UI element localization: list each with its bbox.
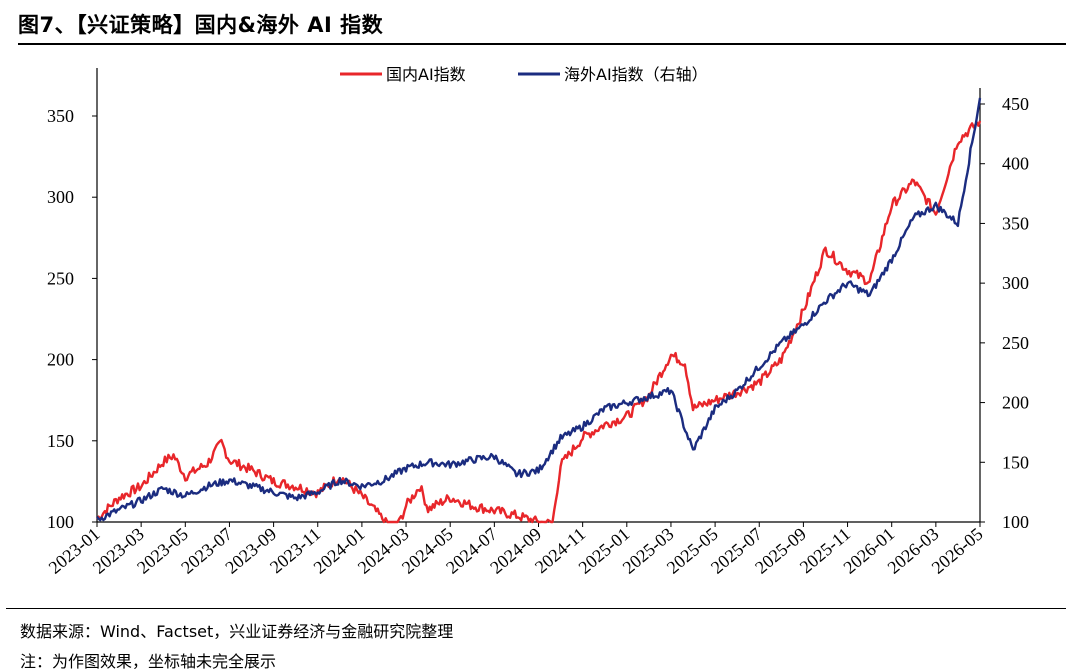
right-tick-label: 450 [1002, 94, 1029, 114]
title-rule [18, 43, 1066, 45]
footer-rule [6, 608, 1066, 609]
series-line-overseas-ai [96, 97, 982, 522]
left-tick-label: 150 [47, 431, 74, 451]
right-tick-label: 400 [1002, 154, 1029, 174]
legend-label-domestic-ai: 国内AI指数 [386, 65, 466, 84]
chart-title: 图7、【兴证策略】国内&海外 AI 指数 [18, 13, 384, 37]
line-chart: 100 150 200 250 300 350 100 150 200 250 300 350 400 4… [45, 65, 1029, 578]
right-tick-label: 350 [1002, 213, 1029, 233]
left-tick-label: 200 [47, 350, 74, 370]
left-tick-label: 100 [47, 512, 74, 532]
right-tick-label: 250 [1002, 333, 1029, 353]
legend-label-overseas-ai: 海外AI指数（右轴） [564, 65, 708, 84]
axis-note: 注：为作图效果，坐标轴未完全展示 [20, 652, 277, 671]
right-tick-label: 100 [1002, 512, 1029, 532]
right-tick-label: 300 [1002, 273, 1029, 293]
left-tick-label: 300 [47, 187, 74, 207]
right-tick-label: 150 [1002, 452, 1029, 472]
left-tick-label: 250 [47, 268, 74, 288]
series-line-domestic-ai [96, 120, 982, 524]
right-tick-label: 200 [1002, 393, 1029, 413]
left-tick-label: 350 [47, 106, 74, 126]
x-tick-label: 2026-05 [928, 524, 987, 578]
source-note: 数据来源：Wind、Factset，兴业证券经济与金融研究院整理 [20, 622, 454, 641]
